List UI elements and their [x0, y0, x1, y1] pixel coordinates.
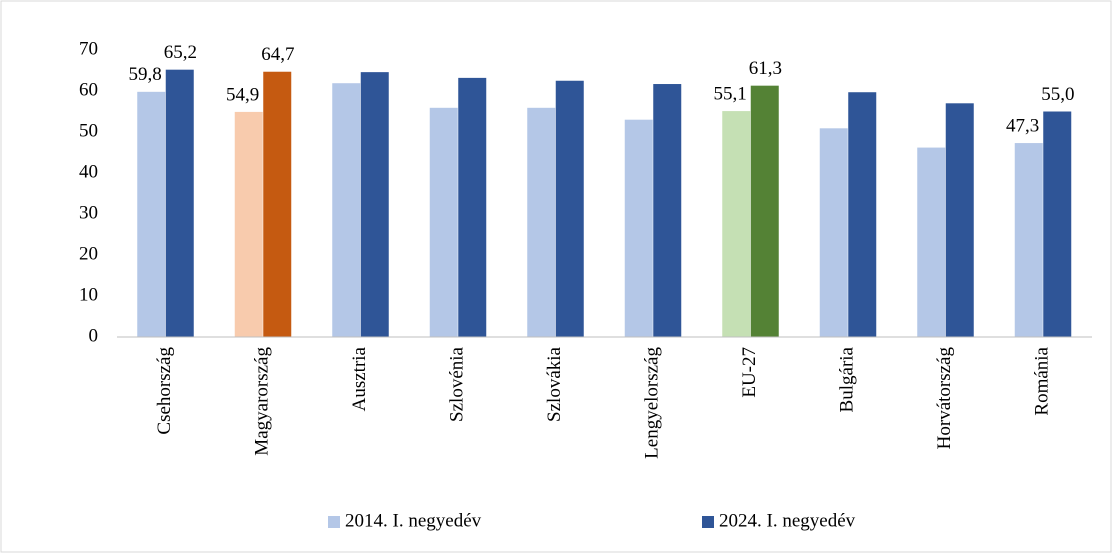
bar	[624, 119, 653, 337]
bar	[1014, 143, 1043, 337]
x-tick-label: Magyarország	[252, 347, 273, 456]
bar	[458, 77, 487, 337]
x-tick-label: Csehország	[154, 347, 175, 435]
bar	[429, 107, 458, 337]
bar	[360, 72, 389, 337]
x-tick-label: Szlovákia	[544, 346, 565, 421]
y-tick-label: 10	[79, 284, 98, 305]
bar	[137, 91, 166, 337]
y-tick-label: 0	[89, 325, 99, 346]
data-label: 61,3	[749, 58, 782, 79]
y-tick-label: 30	[79, 202, 98, 223]
bar	[653, 84, 682, 337]
x-tick-label: Románia	[1032, 346, 1053, 415]
y-tick-label: 20	[79, 243, 98, 264]
data-label: 47,3	[1006, 115, 1039, 136]
bar	[819, 128, 848, 337]
bar	[555, 80, 584, 337]
x-tick-label: EU-27	[739, 347, 760, 398]
bar	[848, 92, 877, 337]
bar	[722, 111, 751, 337]
data-label: 64,7	[261, 44, 294, 65]
x-tick-label: Lengyelország	[642, 347, 663, 459]
bar	[917, 147, 946, 337]
bar	[945, 103, 974, 337]
x-tick-label: Ausztria	[349, 346, 370, 411]
bar	[165, 69, 194, 338]
legend-label: 2024. I. negyedév	[719, 510, 856, 531]
y-tick-label: 40	[79, 161, 98, 182]
legend-swatch	[328, 516, 340, 528]
bar	[1043, 111, 1072, 337]
y-tick-label: 70	[79, 38, 98, 59]
legend-swatch	[702, 516, 714, 528]
x-tick-label: Horvátország	[934, 347, 955, 450]
legend-label: 2014. I. negyedév	[345, 510, 482, 531]
bar	[332, 83, 361, 338]
bar	[263, 71, 292, 337]
y-tick-label: 50	[79, 120, 98, 141]
data-label: 54,9	[226, 84, 259, 105]
y-tick-label: 60	[79, 79, 98, 100]
x-tick-label: Bulgária	[837, 346, 858, 412]
data-label: 55,0	[1041, 84, 1074, 105]
data-label: 65,2	[164, 42, 197, 63]
bar	[527, 107, 556, 337]
data-label: 59,8	[129, 64, 162, 85]
bar	[234, 111, 263, 337]
data-label: 55,1	[714, 83, 747, 104]
x-tick-label: Szlovénia	[447, 346, 468, 421]
bar	[750, 85, 779, 337]
